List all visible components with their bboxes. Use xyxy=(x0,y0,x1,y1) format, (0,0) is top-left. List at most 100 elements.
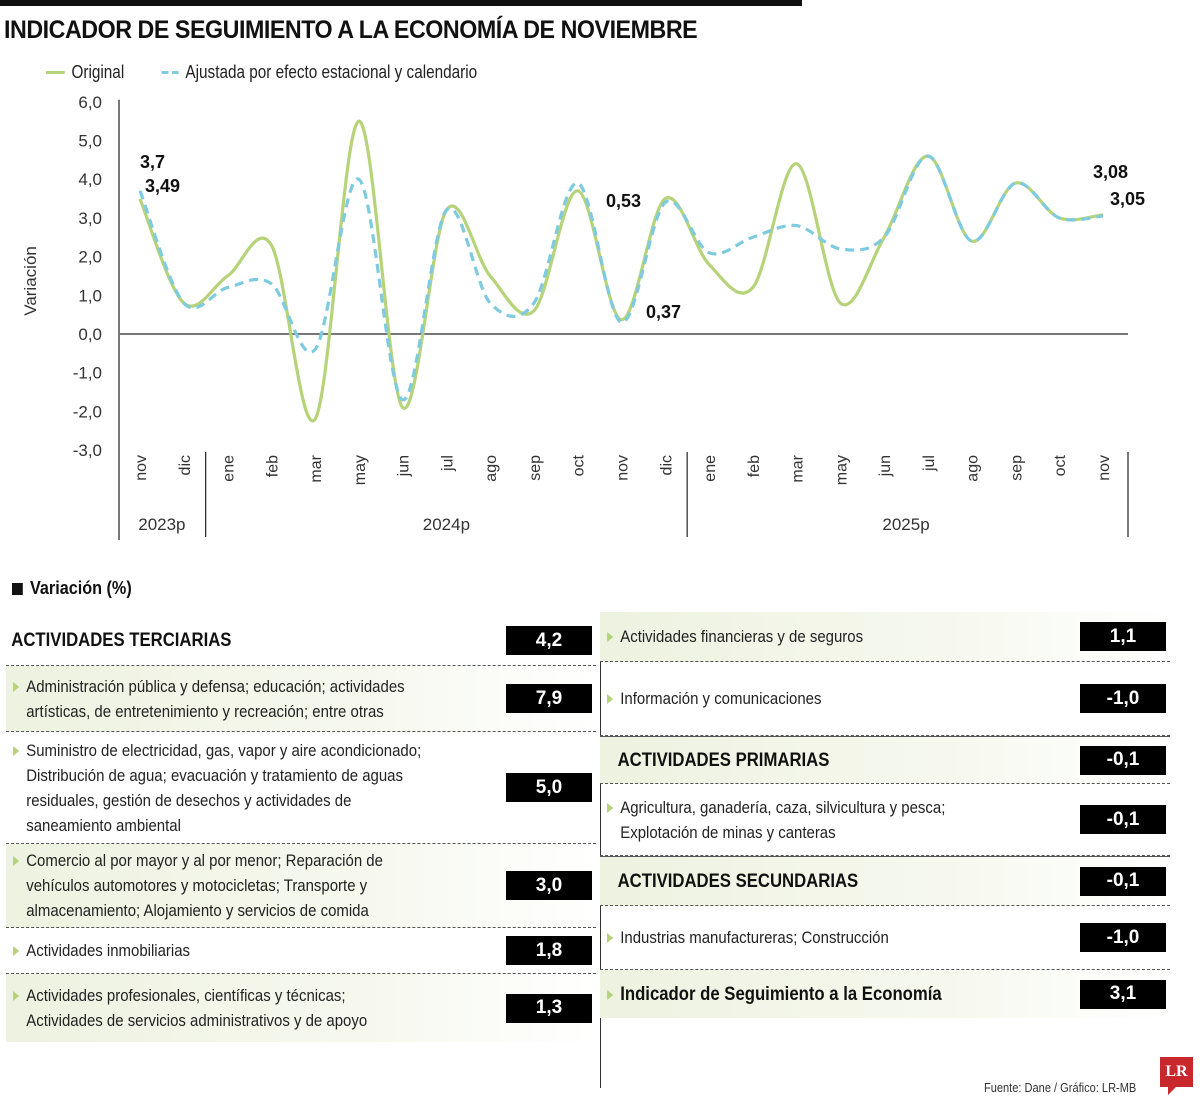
table-left-column: ACTIVIDADES TERCIARIAS 4,2 Administración … xyxy=(6,616,596,1042)
y-tick-label: -1,0 xyxy=(73,364,102,383)
table-row: Suministro de electricidad, gas, vapor y… xyxy=(6,732,596,844)
row-label: Actividades inmobiliarias xyxy=(6,938,190,963)
y-tick-label: 0,0 xyxy=(78,325,102,344)
row-label: Administración pública y defensa; educac… xyxy=(6,674,405,724)
chart-legend: Original Ajustada por efecto estacional … xyxy=(46,62,515,83)
row-label: ACTIVIDADES PRIMARIAS xyxy=(600,748,830,773)
triangle-bullet-icon xyxy=(607,632,614,642)
x-tick-label: dic xyxy=(658,455,675,475)
value-badge: -0,1 xyxy=(1080,805,1166,834)
total-row: Indicador de Seguimiento a la Economía 3,… xyxy=(600,970,1170,1018)
original-series-line xyxy=(138,119,1104,423)
table-row: Información y comunicaciones -1,0 xyxy=(600,662,1170,736)
value-badge: 1,3 xyxy=(506,993,592,1023)
solid-line-swatch-icon xyxy=(46,71,65,74)
row-label-text: Industrias manufactureras; Construcción xyxy=(620,928,889,947)
table-row: Administración pública y defensa; educac… xyxy=(6,666,596,732)
data-label: 3,08 xyxy=(1093,162,1128,182)
triangle-bullet-icon xyxy=(13,946,20,956)
dashed-line-swatch-icon xyxy=(161,71,181,74)
x-tick-label: nov xyxy=(1096,455,1113,481)
x-tick-label: ene xyxy=(702,455,719,482)
x-tick-label: jun xyxy=(396,455,413,477)
legend-adjusted: Ajustada por efecto estacional y calenda… xyxy=(161,62,477,83)
row-label-text: Actividades profesionales, científicas y… xyxy=(26,986,368,1030)
page-title: INDICADOR DE SEGUIMIENTO A LA ECONOMÍA D… xyxy=(4,16,698,44)
section-header-row: ACTIVIDADES TERCIARIAS 4,2 xyxy=(6,616,596,666)
chart-lines xyxy=(138,119,1104,423)
value-badge: 5,0 xyxy=(506,773,592,802)
table-row: Industrias manufactureras; Construcción -… xyxy=(600,906,1170,970)
data-label: 3,05 xyxy=(1110,189,1145,209)
table-row: Actividades financieras y de seguros 1,1 xyxy=(600,612,1170,662)
top-bar xyxy=(0,0,802,6)
row-label: Comercio al por mayor y al por menor; Re… xyxy=(6,848,383,923)
row-label-text: Suministro de electricidad, gas, vapor y… xyxy=(26,740,422,835)
row-label: Actividades profesionales, científicas y… xyxy=(6,983,367,1033)
value-badge: 1,8 xyxy=(506,936,592,965)
source-footer: Fuente: Dane / Gráfico: LR-MB xyxy=(984,1080,1137,1095)
row-label: ACTIVIDADES TERCIARIAS xyxy=(6,628,231,653)
x-tick-label: oct xyxy=(1052,454,1069,476)
y-tick-label: 5,0 xyxy=(78,132,102,151)
data-label: 3,49 xyxy=(145,176,180,196)
triangle-bullet-icon xyxy=(13,745,20,756)
row-label-text: Actividades inmobiliarias xyxy=(26,941,191,960)
adjusted-series-line xyxy=(138,154,1104,402)
line-chart: 6,0 5,0 4,0 3,0 2,0 1,0 0,0 -1,0 -2,0 -3,0 Variaci… xyxy=(21,93,1145,541)
row-label-text: ACTIVIDADES PRIMARIAS xyxy=(617,749,830,771)
y-tick-label: 4,0 xyxy=(78,170,102,189)
value-badge: 4,2 xyxy=(506,626,592,655)
x-tick-label: may xyxy=(352,455,369,485)
value-badge: 1,1 xyxy=(1080,622,1166,651)
row-label: Actividades financieras y de seguros xyxy=(600,624,863,649)
y-tick-label: 1,0 xyxy=(78,286,102,305)
triangle-bullet-icon xyxy=(13,681,20,692)
section-header-row: ACTIVIDADES PRIMARIAS -0,1 xyxy=(600,736,1170,784)
triangle-bullet-icon xyxy=(13,991,20,1001)
triangle-bullet-icon xyxy=(607,694,614,704)
row-label-text: Indicador de Seguimiento a la Economía xyxy=(620,983,942,1005)
y-tick-label: -3,0 xyxy=(73,441,102,460)
row-label: ACTIVIDADES SECUNDARIAS xyxy=(600,869,859,894)
y-tick-label: -2,0 xyxy=(73,402,102,421)
row-label-text: ACTIVIDADES TERCIARIAS xyxy=(11,630,232,651)
table-title-label: Variación (%) xyxy=(30,578,132,598)
x-tick-label: feb xyxy=(746,455,763,477)
table-row: Actividades inmobiliarias 1,8 xyxy=(6,928,596,974)
y-axis: 6,0 5,0 4,0 3,0 2,0 1,0 0,0 -1,0 -2,0 -3,0 Variaci… xyxy=(21,93,1128,541)
x-tick-label: sep xyxy=(527,455,544,481)
x-tick-label: mar xyxy=(308,454,325,482)
row-label-text: Administración pública y defensa; educac… xyxy=(26,676,405,721)
data-label: 0,37 xyxy=(646,302,681,322)
value-badge: 3,0 xyxy=(506,871,592,900)
row-label-text: Comercio al por mayor y al por menor; Re… xyxy=(26,851,383,920)
x-tick-label: mar xyxy=(790,454,807,482)
value-badge: -1,0 xyxy=(1080,684,1166,713)
x-tick-label: nov xyxy=(615,455,632,481)
x-tick-label: oct xyxy=(571,454,588,476)
x-tick-label: may xyxy=(833,455,850,485)
column-divider xyxy=(600,612,601,1088)
x-tick-label: nov xyxy=(133,455,150,481)
triangle-bullet-icon xyxy=(13,856,20,866)
row-label-text: ACTIVIDADES SECUNDARIAS xyxy=(617,870,859,892)
value-badge: -0,1 xyxy=(1080,866,1166,896)
x-tick-label: dic xyxy=(177,455,194,475)
data-label: 3,7 xyxy=(140,152,165,172)
row-label: Agricultura, ganadería, caza, silvicultu… xyxy=(600,795,945,845)
row-label: Industrias manufactureras; Construcción xyxy=(600,925,889,950)
x-tick-label: jul xyxy=(439,455,456,472)
year-group-label: 2024p xyxy=(423,515,470,534)
x-tick-label: jun xyxy=(877,455,894,477)
value-badge: -0,1 xyxy=(1080,745,1166,775)
x-tick-label: sep xyxy=(1008,455,1025,481)
y-tick-label: 3,0 xyxy=(78,209,102,228)
row-label: Información y comunicaciones xyxy=(600,686,821,711)
x-tick-label: jul xyxy=(921,455,938,472)
triangle-bullet-icon xyxy=(607,933,614,943)
x-axis: nov dic ene feb mar may jun jul ago sep oct nov dic e… xyxy=(133,452,1129,537)
x-tick-label: feb xyxy=(264,455,281,477)
data-label: 0,53 xyxy=(606,191,641,211)
legend-original-label: Original xyxy=(71,62,125,82)
